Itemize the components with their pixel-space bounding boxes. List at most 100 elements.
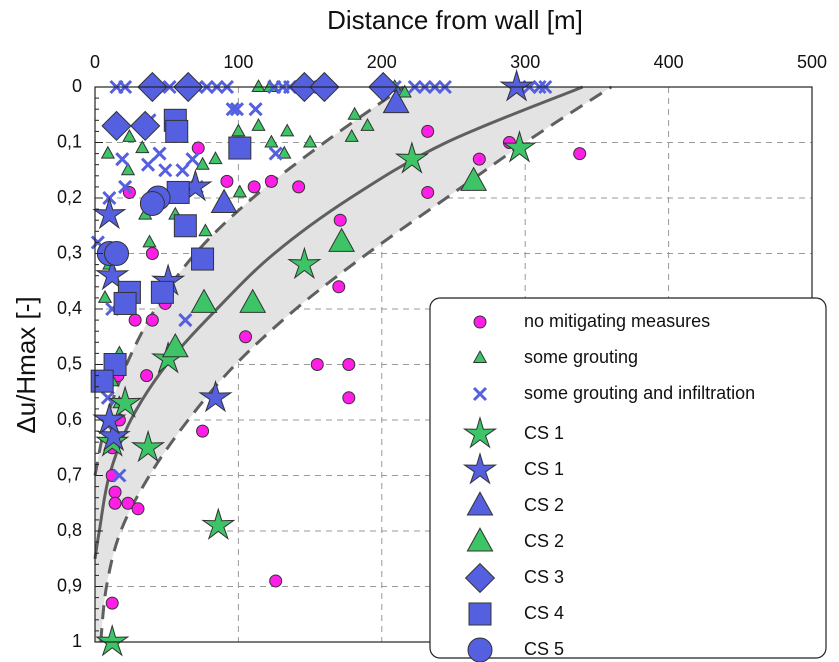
legend-marker — [462, 452, 498, 485]
data-point — [277, 145, 292, 159]
data-point — [268, 146, 283, 161]
data-point — [150, 280, 174, 304]
data-point — [292, 180, 306, 194]
data-point — [196, 424, 210, 438]
data-point — [328, 227, 356, 252]
data-point — [472, 152, 486, 166]
y-tick-label: 0,3 — [57, 242, 82, 262]
data-point — [140, 369, 154, 383]
data-point — [347, 106, 362, 120]
data-point — [248, 102, 263, 117]
data-point — [115, 152, 130, 167]
x-tick-label: 0 — [90, 52, 100, 72]
data-point — [130, 110, 161, 142]
data-point — [131, 502, 145, 516]
data-point — [185, 152, 200, 167]
y-tick-label: 1 — [72, 631, 82, 651]
data-point — [239, 330, 253, 344]
data-point — [118, 179, 133, 194]
data-point — [201, 507, 236, 541]
legend-label: some grouting — [524, 347, 638, 367]
data-point — [112, 468, 127, 483]
data-point — [502, 130, 537, 163]
data-point — [225, 102, 240, 117]
data-point — [158, 163, 173, 178]
legend-label: CS 5 — [524, 639, 564, 659]
data-point — [195, 156, 210, 170]
y-tick-label: 0 — [72, 76, 82, 96]
data-point — [105, 596, 119, 610]
data-point — [310, 358, 324, 371]
legend-label: CS 3 — [524, 567, 564, 587]
legend-marker — [466, 527, 494, 552]
data-point — [198, 379, 233, 413]
legend-marker — [466, 491, 494, 516]
data-point — [397, 84, 412, 98]
data-point — [161, 332, 189, 358]
data-point — [342, 391, 356, 405]
data-point — [287, 246, 322, 280]
data-point — [97, 289, 113, 303]
y-axis-title: Δu/Hmax [-] — [11, 296, 41, 433]
legend-marker — [468, 602, 492, 626]
data-point — [120, 162, 136, 176]
y-tick-label: 0,6 — [57, 409, 82, 429]
legend-marker — [473, 315, 487, 329]
data-point — [332, 280, 346, 294]
data-point — [166, 180, 190, 204]
data-point — [499, 69, 534, 102]
legend-label: CS 1 — [524, 459, 564, 479]
data-point — [573, 147, 587, 161]
data-point — [360, 117, 375, 131]
x-tick-label: 200 — [367, 52, 397, 72]
x-axis-title: Distance from wall [m] — [327, 5, 583, 35]
data-point — [191, 141, 205, 155]
data-point — [122, 128, 137, 142]
legend-label: no mitigating measures — [524, 311, 710, 331]
y-tick-label: 0,7 — [57, 464, 82, 484]
data-point — [130, 429, 166, 463]
data-point — [394, 141, 430, 174]
data-point — [95, 257, 130, 291]
data-point — [251, 79, 266, 92]
legend-marker — [472, 386, 488, 402]
data-point — [251, 117, 266, 131]
data-point — [100, 390, 115, 405]
data-point — [208, 151, 223, 165]
data-point — [239, 288, 267, 313]
y-tick-label: 0,1 — [57, 131, 82, 151]
legend-box — [429, 297, 827, 659]
data-point — [228, 136, 252, 160]
legend-label: CS 2 — [524, 531, 564, 551]
y-tick-label: 0,9 — [57, 575, 82, 595]
data-point — [175, 163, 190, 178]
data-point — [198, 223, 213, 237]
legend-marker — [472, 350, 488, 363]
data-point — [333, 213, 347, 227]
data-point — [231, 123, 246, 137]
data-point — [139, 191, 165, 217]
data-point — [344, 128, 359, 142]
data-point — [113, 291, 137, 315]
data-point — [280, 123, 295, 137]
data-point — [145, 313, 159, 327]
data-point — [190, 288, 218, 313]
data-point — [140, 157, 156, 172]
data-point — [108, 496, 122, 510]
data-point — [100, 145, 116, 159]
data-point — [220, 174, 234, 188]
legend-marker — [464, 562, 496, 594]
data-point — [342, 358, 356, 371]
data-point — [92, 196, 127, 230]
data-point — [191, 247, 215, 271]
x-tick-label: 400 — [654, 52, 684, 72]
data-point — [229, 102, 245, 117]
data-point — [232, 184, 247, 198]
data-point — [121, 496, 135, 510]
data-point — [108, 385, 143, 418]
data-point — [173, 214, 197, 238]
data-point — [302, 134, 318, 148]
data-point — [247, 180, 261, 194]
data-point — [101, 110, 132, 142]
